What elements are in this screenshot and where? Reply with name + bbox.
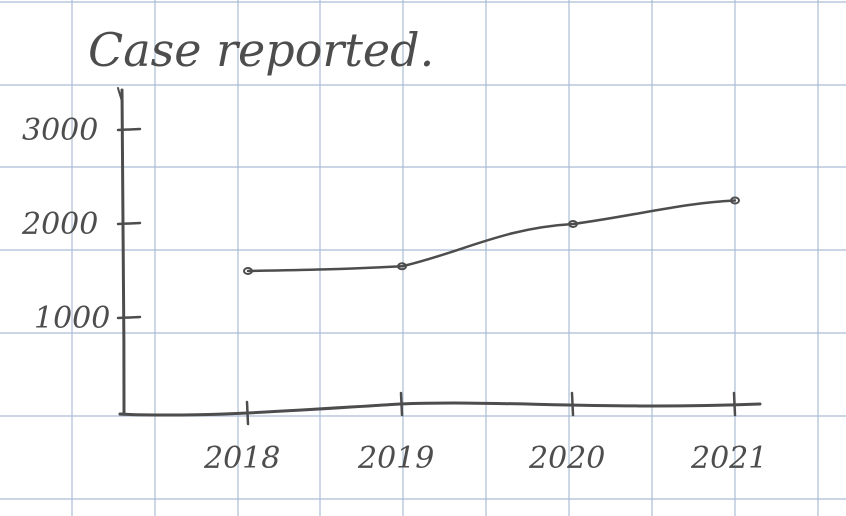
x-tick-label: 2019 (357, 441, 434, 476)
x-tick-mark (399, 391, 404, 417)
x-tick-label: 2021 (690, 441, 767, 476)
x-tick-label: 2018 (203, 441, 280, 476)
y-tick-label: 1000 (34, 301, 110, 336)
y-tick-mark (116, 315, 142, 320)
y-tick-label: 2000 (21, 207, 98, 242)
series-line (246, 199, 737, 273)
x-tick-label: 2020 (528, 441, 605, 476)
x-axis (118, 401, 762, 417)
y-axis (120, 88, 126, 414)
y-tick-mark (116, 127, 142, 132)
x-tick-mark (245, 400, 250, 426)
data-point (243, 267, 253, 275)
y-tick-mark (116, 221, 142, 226)
data-point (397, 262, 407, 271)
series-line-group (243, 196, 740, 275)
x-tick-mark (732, 391, 737, 417)
x-tick-mark (570, 391, 575, 417)
data-point (568, 220, 578, 228)
data-point (730, 196, 740, 205)
chart-title: Case reported. (88, 23, 434, 77)
y-axis-top-hook (117, 87, 124, 111)
y-tick-label: 3000 (22, 113, 98, 148)
y-ticks: 1000 2000 3000 (21, 113, 142, 336)
x-ticks: 2018 2019 2020 2021 (203, 391, 767, 476)
